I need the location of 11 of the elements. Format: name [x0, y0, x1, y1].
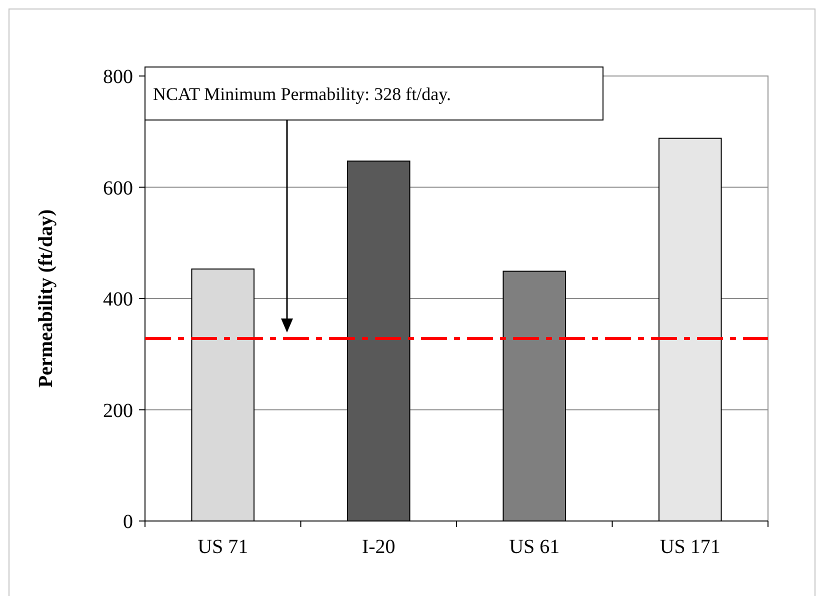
y-tick-label: 800: [103, 66, 133, 88]
x-tick-label: US 61: [509, 536, 560, 558]
x-tick-label: I-20: [362, 536, 396, 558]
x-tick-label: US 171: [660, 536, 720, 558]
y-tick-label: 0: [123, 511, 133, 533]
y-tick-label: 200: [103, 400, 133, 422]
y-tick-label: 600: [103, 177, 133, 200]
y-axis-title: Permeability (ft/day): [35, 209, 57, 388]
annotation: NCAT Minimum Permability: 328 ft/day.: [153, 84, 451, 104]
x-tick-label: US 71: [198, 536, 248, 558]
y-tick-label: 400: [103, 288, 133, 310]
